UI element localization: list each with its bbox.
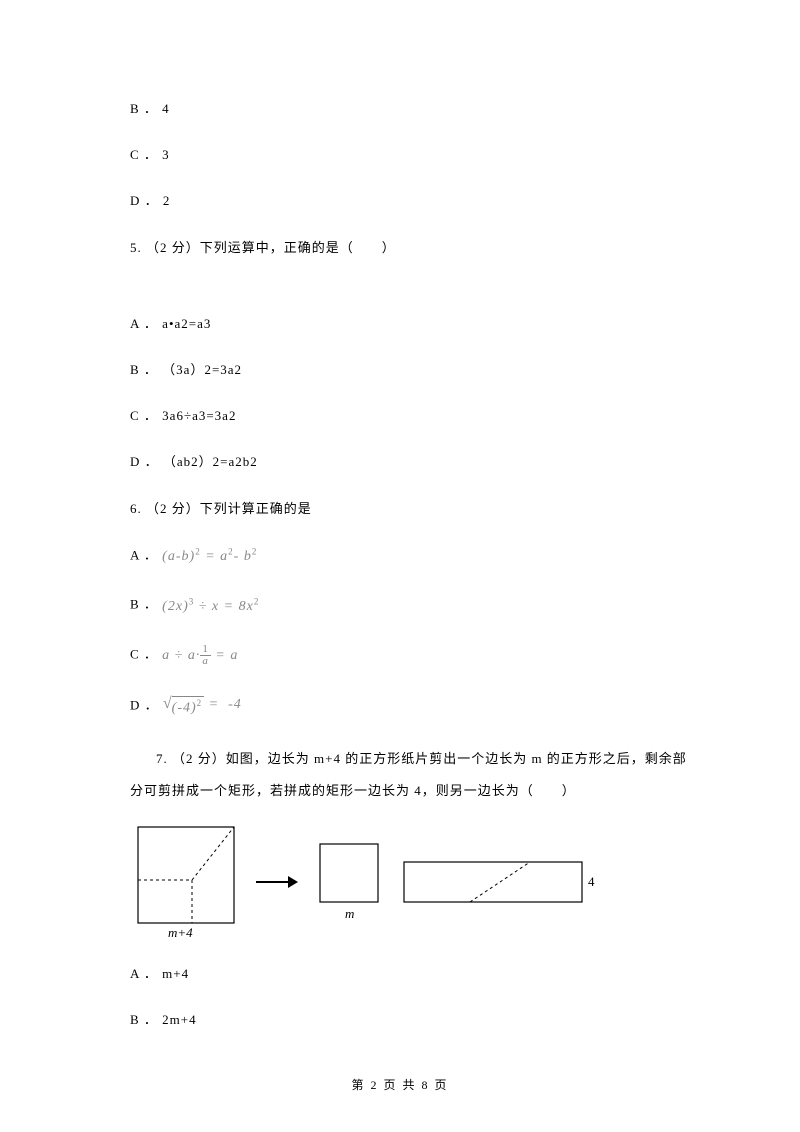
q6b-formula: (2x)3 ÷ x = 8x2 — [162, 599, 259, 614]
q6d-prefix: D ． — [130, 698, 159, 713]
q6c-prefix: C ． — [130, 647, 158, 662]
q6c-formula: a ÷ a·1a = a — [162, 648, 238, 663]
q6-option-a: A ． (a-b)2 = a2- b2 — [130, 546, 690, 567]
q7-option-b: B ． 2m+4 — [130, 1011, 690, 1029]
label-4: 4 — [588, 874, 595, 889]
q5-option-b: B ． （3a）2=3a2 — [130, 361, 690, 379]
q6-option-d: D ． √(-4)2 = -4 — [130, 695, 690, 718]
diagram-row: m+4 m 4 — [132, 823, 690, 941]
arrow-icon — [254, 872, 298, 892]
question-7-line2: 分可剪拼成一个矩形，若拼成的矩形一边长为 4，则另一边长为（ ） — [130, 782, 690, 800]
label-m: m — [345, 906, 354, 921]
diagram-big-square: m+4 — [132, 823, 240, 941]
question-6: 6. （2 分）下列计算正确的是 — [130, 500, 690, 518]
option-c: C ． 3 — [130, 146, 690, 164]
option-d: D ． 2 — [130, 192, 690, 210]
q6a-formula: (a-b)2 = a2- b2 — [162, 549, 257, 564]
q5-option-d: D ． （ab2）2=a2b2 — [130, 453, 690, 471]
page-footer: 第 2 页 共 8 页 — [0, 1077, 800, 1094]
q6-option-c: C ． a ÷ a·1a = a — [130, 644, 690, 667]
question-7-line1: 7. （2 分）如图，边长为 m+4 的正方形纸片剪出一个边长为 m 的正方形之… — [130, 746, 690, 772]
q6d-formula: √(-4)2 = -4 — [163, 697, 242, 712]
diagram-rectangle: 4 — [400, 852, 600, 912]
q6a-prefix: A ． — [130, 547, 158, 562]
q5-option-c: C ． 3a6÷a3=3a2 — [130, 407, 690, 425]
q6b-prefix: B ． — [130, 597, 158, 612]
question-5: 5. （2 分）下列运算中，正确的是（ ） — [130, 239, 690, 257]
q5-option-a: A ． a•a2=a3 — [130, 315, 690, 333]
option-b: B ． 4 — [130, 100, 690, 118]
label-m-plus-4: m+4 — [168, 925, 193, 940]
diagram-small-square: m — [312, 838, 386, 926]
q7-option-a: A ． m+4 — [130, 965, 690, 983]
q6-option-b: B ． (2x)3 ÷ x = 8x2 — [130, 595, 690, 616]
